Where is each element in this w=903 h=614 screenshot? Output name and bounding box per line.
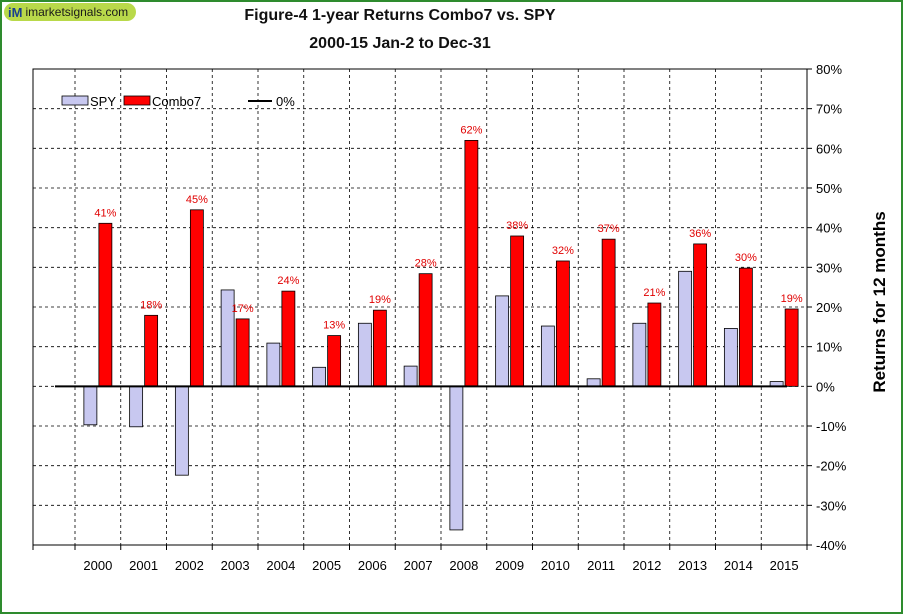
logo-text: imarketsignals.com bbox=[25, 5, 129, 19]
combo7-data-label: 18% bbox=[140, 299, 162, 311]
y-tick-label: 10% bbox=[816, 340, 842, 355]
combo7-bar bbox=[235, 318, 250, 387]
y-tick-label: 70% bbox=[816, 102, 842, 117]
chart-title: Figure-4 1-year Returns Combo7 vs. SPY bbox=[244, 7, 556, 24]
legend: SPY Combo7 0% bbox=[61, 94, 295, 109]
y-tick-label: -30% bbox=[816, 498, 847, 513]
x-tick-label: 2015 bbox=[770, 558, 799, 573]
y-tick-label: 60% bbox=[816, 141, 842, 156]
spy-bar bbox=[403, 365, 418, 387]
combo7-data-label: 28% bbox=[415, 258, 437, 270]
x-tick-label: 2006 bbox=[358, 558, 387, 573]
x-tick-label: 2012 bbox=[632, 558, 661, 573]
spy-bar bbox=[266, 342, 281, 387]
combo7-data-label: 36% bbox=[689, 228, 711, 240]
spy-bar bbox=[83, 385, 98, 426]
spy-bar bbox=[449, 385, 464, 531]
combo7-bar bbox=[555, 260, 570, 387]
combo7-data-label: 37% bbox=[598, 223, 620, 235]
combo7-bar bbox=[281, 290, 296, 387]
combo7-bar bbox=[738, 267, 753, 387]
y-tick-label: -20% bbox=[816, 459, 847, 474]
combo7-bar bbox=[372, 309, 387, 387]
combo7-data-label: 19% bbox=[369, 294, 391, 306]
y-tick-label: -40% bbox=[816, 538, 847, 553]
combo7-data-label: 62% bbox=[460, 124, 482, 136]
spy-bar bbox=[540, 325, 555, 387]
combo7-data-label: 21% bbox=[643, 287, 665, 299]
combo7-data-label: 32% bbox=[552, 245, 574, 257]
x-tick-label: 2001 bbox=[129, 558, 158, 573]
combo7-data-label: 17% bbox=[232, 303, 254, 315]
x-tick-label: 2003 bbox=[221, 558, 250, 573]
legend-swatch-spy bbox=[61, 95, 89, 106]
y-axis-title: Returns for 12 months bbox=[870, 211, 889, 392]
spy-bar bbox=[678, 270, 693, 387]
y-tick-label: -10% bbox=[816, 419, 847, 434]
combo7-data-label: 24% bbox=[277, 275, 299, 287]
x-tick-label: 2002 bbox=[175, 558, 204, 573]
spy-bar bbox=[312, 366, 327, 387]
combo7-bar bbox=[601, 238, 616, 387]
spy-bar bbox=[495, 295, 510, 387]
x-tick-label: 2014 bbox=[724, 558, 753, 573]
spy-bar bbox=[723, 328, 738, 387]
site-logo: iM imarketsignals.com bbox=[4, 3, 137, 21]
legend-label-combo7: Combo7 bbox=[152, 94, 201, 109]
spy-bar bbox=[357, 322, 372, 387]
y-tick-label: 50% bbox=[816, 181, 842, 196]
y-tick-label: 80% bbox=[816, 62, 842, 77]
spy-bar bbox=[174, 385, 189, 476]
x-tick-label: 2005 bbox=[312, 558, 341, 573]
combo7-bar bbox=[693, 243, 708, 387]
spy-bar bbox=[632, 322, 647, 387]
chart-subtitle: 2000-15 Jan-2 to Dec-31 bbox=[309, 35, 491, 52]
combo7-data-label: 13% bbox=[323, 320, 345, 332]
x-tick-label: 2010 bbox=[541, 558, 570, 573]
legend-swatch-combo7 bbox=[123, 95, 151, 106]
x-tick-label: 2007 bbox=[404, 558, 433, 573]
bars bbox=[83, 139, 799, 531]
data-labels: 41% 18% 45% 17% 24% 13% 19% 28% 62% 38% 32% 37% 21% 3… bbox=[94, 124, 802, 331]
x-tick-label: 2011 bbox=[587, 558, 615, 573]
combo7-data-label: 30% bbox=[735, 252, 757, 264]
combo7-bar bbox=[464, 139, 479, 387]
y-tick-label: 0% bbox=[816, 379, 835, 394]
combo7-bar bbox=[327, 335, 342, 387]
spy-bar bbox=[129, 385, 144, 428]
combo7-bar bbox=[510, 235, 525, 387]
combo7-bar bbox=[144, 314, 159, 387]
combo7-bar bbox=[418, 273, 433, 387]
spy-bar bbox=[586, 378, 601, 387]
combo7-bar bbox=[647, 302, 662, 387]
x-tick-label: 2004 bbox=[266, 558, 295, 573]
legend-label-zero-line: 0% bbox=[276, 94, 295, 109]
y-tick-label: 20% bbox=[816, 300, 842, 315]
combo7-bar bbox=[189, 209, 204, 387]
combo7-data-label: 41% bbox=[94, 207, 116, 219]
combo7-data-label: 19% bbox=[781, 293, 803, 305]
combo7-bar bbox=[98, 222, 113, 387]
x-tick-label: 2013 bbox=[678, 558, 707, 573]
combo7-data-label: 38% bbox=[506, 220, 528, 232]
y-tick-label: 30% bbox=[816, 260, 842, 275]
combo7-bar bbox=[784, 308, 799, 387]
logo-mark: iM bbox=[8, 4, 23, 20]
y-tick-label: 40% bbox=[816, 221, 842, 236]
x-tick-label: 2008 bbox=[449, 558, 478, 573]
combo7-data-label: 45% bbox=[186, 194, 208, 206]
legend-label-spy: SPY bbox=[90, 94, 116, 109]
x-tick-label: 2009 bbox=[495, 558, 524, 573]
x-tick-label: 2000 bbox=[83, 558, 112, 573]
axes: 80% 70% 60% 50% 40% 30% 20% 10% 0% -10% -20% -30% -4… bbox=[32, 62, 889, 573]
